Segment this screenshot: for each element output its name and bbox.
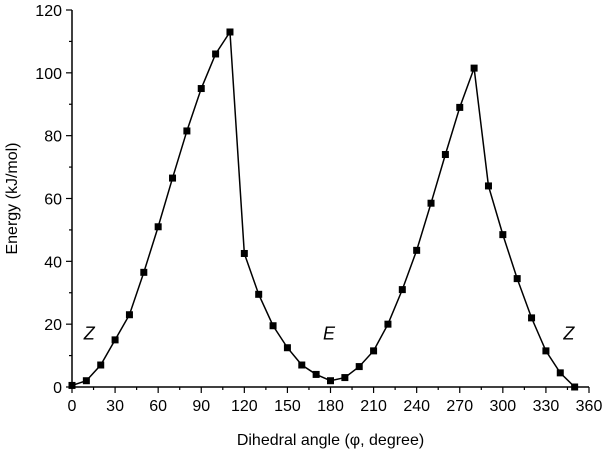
series-line [71,29,576,388]
x-tick-label: 210 [360,398,387,415]
y-tick-label: 40 [44,254,62,271]
x-tick-label: 60 [149,398,167,415]
data-point [513,275,521,283]
data-point [542,347,550,355]
data-point [97,361,105,369]
data-point [140,268,148,276]
x-tick-label: 90 [192,398,210,415]
data-point [499,231,507,239]
data-point [269,322,277,330]
data-point [398,286,406,294]
x-tick-label: 270 [446,398,473,415]
data-point [528,314,536,322]
data-point [470,64,478,72]
isomer-annotation: Z [562,324,575,344]
y-tick-label: 120 [35,3,62,20]
x-tick-label: 180 [317,398,344,415]
data-point [355,363,363,371]
y-tick-label: 0 [53,380,62,397]
data-point [312,370,320,378]
x-tick-label: 300 [489,398,516,415]
data-point [327,377,334,385]
data-point [556,369,564,377]
axis-ticks: 0 30 60 90 120 150 180 210 240 270 300 330 360 0 20 40 6… [35,3,602,415]
data-point [441,151,449,159]
data-point [226,28,234,36]
data-point [111,336,119,344]
data-point [370,347,378,355]
data-point [183,127,191,135]
x-tick-label: 150 [274,398,301,415]
data-point [384,320,392,328]
data-point [197,85,205,93]
data-point [341,374,349,382]
data-point [298,361,306,369]
data-point [484,182,492,190]
x-axis-title: Dihedral angle (φ, degree) [237,432,424,449]
data-point [571,383,579,391]
y-tick-label: 20 [44,317,62,334]
y-tick-label: 80 [44,129,62,146]
data-point [154,223,162,231]
y-tick-label: 60 [44,192,62,209]
y-axis-title: Energy (kJ/mol) [4,142,21,254]
data-point [240,249,248,257]
x-tick-label: 120 [231,398,258,415]
data-point [212,50,220,58]
data-point [169,174,177,182]
x-tick-label: 360 [576,398,603,415]
y-tick-label: 100 [35,66,62,83]
x-tick-label: 330 [533,398,560,415]
data-point [283,344,291,352]
data-point [456,103,464,111]
x-tick-label: 30 [106,398,124,415]
isomer-annotation: Z [83,324,96,344]
series-energy [68,28,579,391]
x-tick-label: 240 [403,398,430,415]
data-point [427,199,435,207]
data-point [255,290,263,298]
data-point [413,246,421,254]
isomer-annotation: E [323,324,336,344]
data-point [82,377,90,385]
x-tick-label: 0 [68,398,77,415]
data-point [125,311,133,319]
data-point [68,381,76,389]
